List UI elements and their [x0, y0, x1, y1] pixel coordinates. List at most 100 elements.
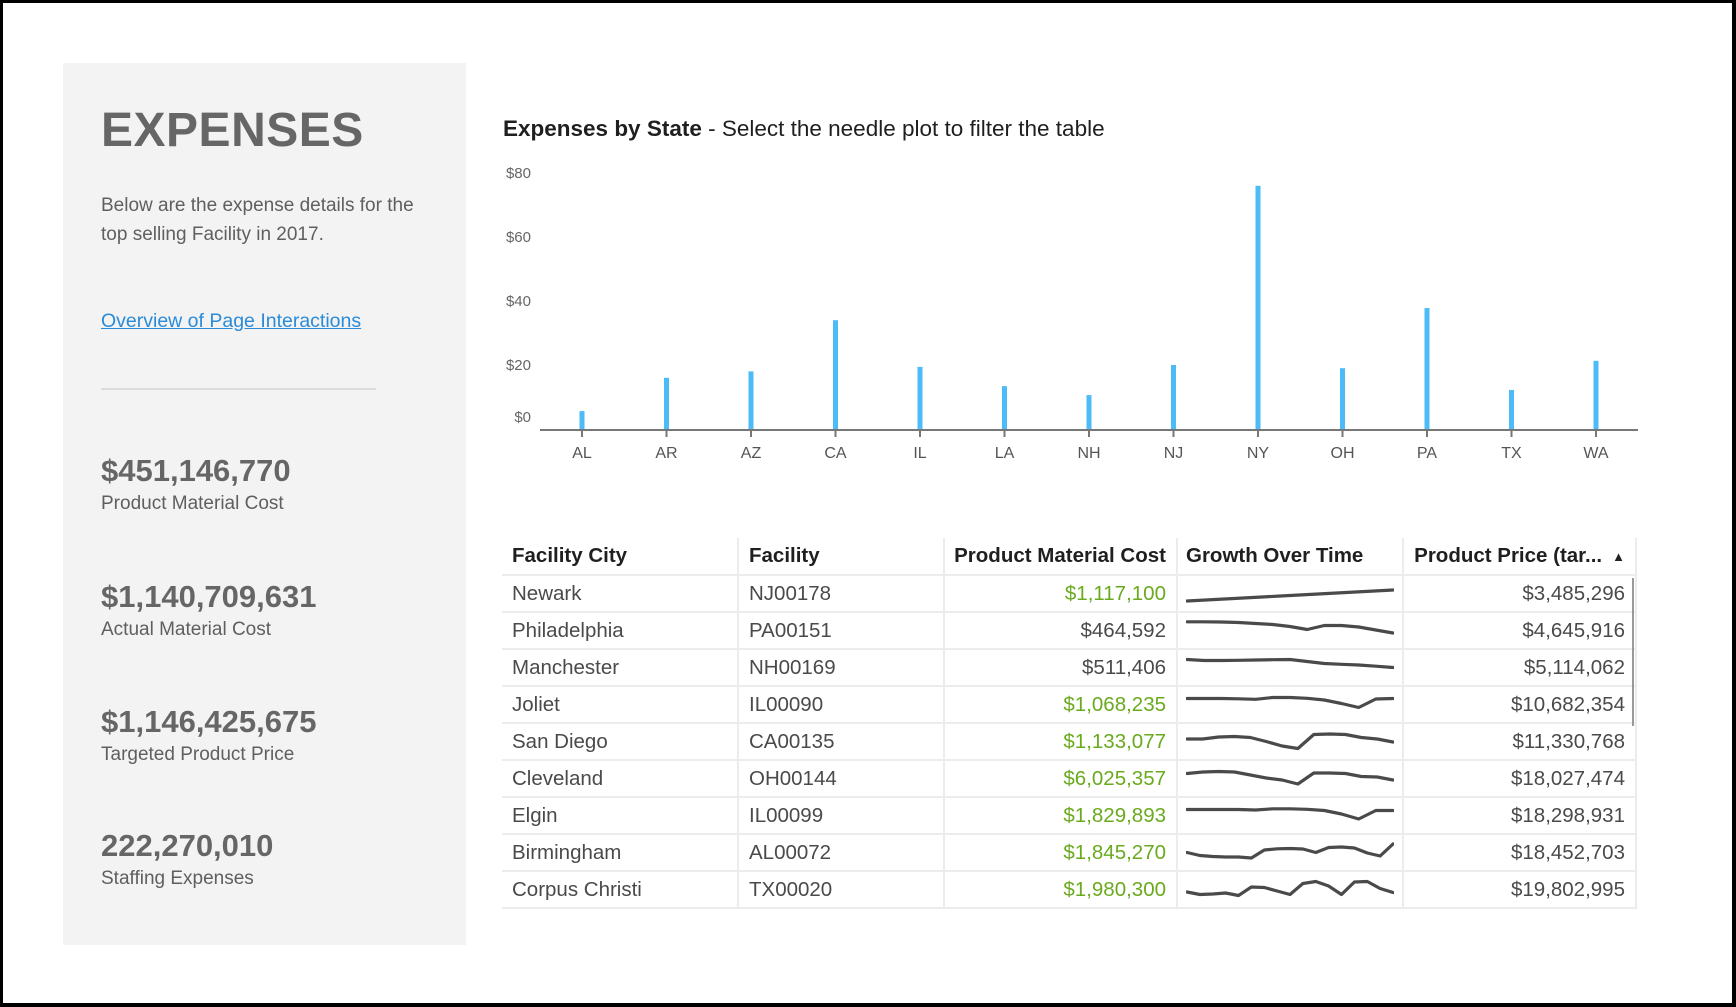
cell-product-price: $5,114,062 [1404, 650, 1637, 685]
table-row[interactable]: Elgin IL00099 $1,829,893 $18,298,931 [502, 798, 1637, 835]
cell-growth-over-time [1178, 761, 1404, 796]
table-row[interactable]: Newark NJ00178 $1,117,100 $3,485,296 [502, 576, 1637, 613]
cell-product-material-cost: $1,980,300 [945, 872, 1178, 907]
cell-product-price: $3,485,296 [1404, 576, 1637, 611]
cell-facility-city: Manchester [502, 650, 739, 685]
product-price: $5,114,062 [1523, 655, 1625, 679]
cell-product-price: $18,452,703 [1404, 835, 1637, 870]
x-tick-label: NY [1247, 445, 1270, 462]
column-header-label: Facility [749, 544, 820, 567]
x-tick-label: OH [1331, 445, 1355, 462]
kpi-product-material-cost: $451,146,770 Product Material Cost [101, 453, 291, 517]
y-axis: $0 $20 $40 $60 $80 [506, 165, 531, 426]
table-row[interactable]: Cleveland OH00144 $6,025,357 $18,027,474 [502, 761, 1637, 798]
cell-product-price: $18,027,474 [1404, 761, 1637, 796]
needle-wa[interactable] [1593, 360, 1599, 429]
cell-growth-over-time [1178, 687, 1404, 722]
facility-city: Corpus Christi [512, 877, 642, 901]
cell-product-material-cost: $1,117,100 [945, 576, 1178, 611]
facility-city: Cleveland [512, 766, 604, 790]
cell-facility-city: San Diego [502, 724, 739, 759]
needle-pa[interactable] [1424, 308, 1430, 429]
needle-tx[interactable] [1509, 389, 1514, 429]
needle-al[interactable] [579, 411, 585, 429]
cell-facility-city: Corpus Christi [502, 872, 739, 907]
sparkline-path [1186, 879, 1394, 898]
table-header: Facility City Facility Product Material … [502, 538, 1637, 576]
table-row[interactable]: Philadelphia PA00151 $464,592 $4,645,916 [502, 613, 1637, 650]
table-scrollbar[interactable] [1632, 578, 1634, 726]
needle-ca[interactable] [833, 320, 838, 429]
overview-interactions-link[interactable]: Overview of Page Interactions [101, 310, 362, 332]
x-axis: AL AR AZ CA IL LA NH NJ NY OH PA TX WA [572, 431, 1609, 462]
table-row[interactable]: Manchester NH00169 $511,406 $5,114,062 [502, 650, 1637, 687]
cell-facility: IL00090 [739, 687, 945, 722]
column-header-label: Product Material Cost [954, 544, 1166, 567]
product-material-cost: $1,133,077 [1063, 729, 1166, 753]
table-row[interactable]: Joliet IL00090 $1,068,235 $10,682,354 [502, 687, 1637, 724]
cell-growth-over-time [1178, 650, 1404, 685]
needle-il[interactable] [917, 366, 923, 429]
facility-city: San Diego [512, 729, 608, 753]
table-row[interactable]: San Diego CA00135 $1,133,077 $11,330,768 [502, 724, 1637, 761]
cell-facility-city: Birmingham [502, 835, 739, 870]
sidebar-panel: EXPENSES Below are the expense details f… [63, 63, 466, 945]
table-body: Newark NJ00178 $1,117,100 $3,485,296 Philade… [502, 576, 1637, 909]
cell-facility-city: Newark [502, 576, 739, 611]
sparkline-path [1186, 732, 1394, 751]
cell-product-material-cost: $511,406 [945, 650, 1178, 685]
x-tick-label: WA [1583, 445, 1609, 462]
growth-sparkline [1186, 695, 1394, 710]
column-header-product-price[interactable]: Product Price (tar... ▲ [1404, 538, 1637, 574]
sparkline-path [1186, 695, 1394, 710]
growth-sparkline [1186, 620, 1394, 635]
needle-az[interactable] [748, 371, 754, 429]
growth-sparkline [1186, 842, 1394, 860]
cell-growth-over-time [1178, 798, 1404, 833]
product-material-cost: $511,406 [1082, 655, 1166, 679]
facility-id: CA00135 [749, 729, 835, 753]
cell-product-price: $19,802,995 [1404, 872, 1637, 907]
product-price: $18,027,474 [1510, 766, 1625, 790]
column-header-facility[interactable]: Facility [739, 538, 945, 574]
table-row[interactable]: Corpus Christi TX00020 $1,980,300 $19,802,9… [502, 872, 1637, 909]
needle-ny[interactable] [1255, 185, 1261, 429]
x-tick-label: NH [1077, 445, 1100, 462]
kpi-targeted-product-price: $1,146,425,675 Targeted Product Price [101, 704, 317, 768]
cell-product-price: $18,298,931 [1404, 798, 1637, 833]
column-header-facility-city[interactable]: Facility City [502, 538, 739, 574]
cell-facility-city: Joliet [502, 687, 739, 722]
facility-id: AL00072 [749, 840, 832, 864]
product-material-cost: $1,117,100 [1064, 581, 1166, 605]
page-title: EXPENSES [101, 104, 364, 157]
needle-nj[interactable] [1171, 365, 1176, 429]
kpi-label: Staffing Expenses [101, 868, 254, 889]
column-header-product-material-cost[interactable]: Product Material Cost [945, 538, 1178, 574]
x-tick-label: AZ [741, 445, 762, 462]
x-tick-label: IL [913, 445, 926, 462]
chart-title-instruction: - Select the needle plot to filter the t… [701, 116, 1105, 141]
column-header-label: Facility City [512, 544, 628, 567]
cell-growth-over-time [1178, 613, 1404, 648]
needle-la[interactable] [1002, 386, 1007, 429]
needle-plot[interactable]: $0 $20 $40 $60 $80 AL AR AZ CA IL LA NH NJ NY OH PA TX W… [0, 0, 1736, 480]
x-tick-label: AR [655, 445, 677, 462]
needle-ar[interactable] [664, 377, 669, 429]
x-tick-label: PA [1417, 445, 1437, 462]
kpi-value: $1,140,709,631 [101, 579, 317, 614]
kpi-actual-material-cost: $1,140,709,631 Actual Material Cost [101, 579, 317, 643]
cell-facility: OH00144 [739, 761, 945, 796]
facility-table: Facility City Facility Product Material … [502, 538, 1637, 909]
facility-id: NH00169 [749, 655, 836, 679]
column-header-growth-over-time[interactable]: Growth Over Time [1178, 538, 1404, 574]
facility-city: Manchester [512, 655, 620, 679]
cell-facility-city: Cleveland [502, 761, 739, 796]
needle-nh[interactable] [1086, 395, 1092, 429]
table-row[interactable]: Birmingham AL00072 $1,845,270 $18,452,703 [502, 835, 1637, 872]
facility-id: IL00090 [749, 692, 824, 716]
sparkline-path [1186, 620, 1394, 635]
needle-oh[interactable] [1340, 368, 1345, 429]
y-tick-label: $40 [506, 293, 531, 310]
needles[interactable] [579, 185, 1599, 429]
sort-ascending-icon[interactable]: ▲ [1612, 548, 1625, 564]
